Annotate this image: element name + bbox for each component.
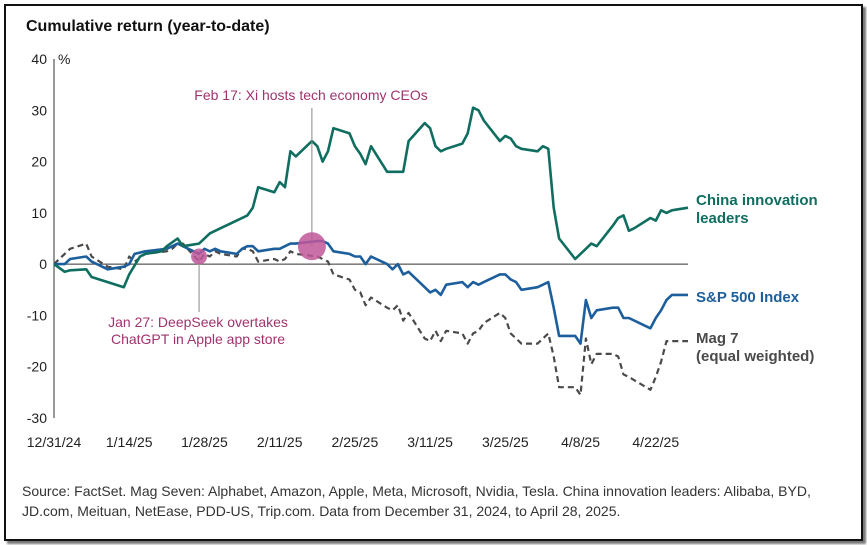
mag7-label: Mag 7 [696,330,739,347]
source-note: Source: FactSet. Mag Seven: Alphabet, Am… [22,483,811,519]
y-tick-label: -30 [27,410,47,426]
x-tick-label: 2/11/25 [257,434,303,450]
chart-frame [4,4,863,541]
y-tick-label: 0 [39,256,47,272]
x-tick-label: 1/14/25 [106,434,153,450]
y-tick-label: -10 [27,307,47,323]
x-tick-label: 12/31/24 [27,434,82,450]
x-tick-label: 2/25/25 [332,434,379,450]
china-innovation-line [53,106,689,289]
y-tick-label: 40 [31,51,47,67]
mag7-label: (equal weighted) [696,348,814,365]
china-innovation-label: leaders [696,210,749,227]
y-tick-label: 10 [31,205,47,221]
y-tick-label: 20 [31,154,47,170]
axes: 40 30 20 10 0 -10 -20 -30% 12/31/24 1/14/25 1/28/2… [27,51,688,450]
series-layer [53,106,689,396]
y-tick-label: -20 [27,359,47,375]
chart-title: Cumulative return (year-to-date) [26,18,270,35]
event-marker-feb17 [297,232,326,261]
annotation-layer: Feb 17: Xi hosts tech economy CEOs Jan 27… [108,87,428,347]
x-tick-label: 3/25/25 [482,434,529,450]
x-tick-label: 1/28/25 [181,434,228,450]
annotation-text: Feb 17: Xi hosts tech economy CEOs [194,87,427,103]
y-axis-unit-label: % [58,51,70,67]
china-innovation-label: China innovation [696,192,818,209]
x-tick-label: 4/8/25 [561,434,600,450]
x-tick-label: 4/22/25 [632,434,679,450]
y-tick-label: 30 [31,102,47,118]
sp500-label: S&P 500 Index [696,289,800,306]
x-tick-label: 3/11/25 [407,434,453,450]
event-marker-jan27 [191,248,208,265]
annotation-text: Jan 27: DeepSeek overtakes [108,314,288,330]
annotation-text: ChatGPT in Apple app store [111,331,285,347]
